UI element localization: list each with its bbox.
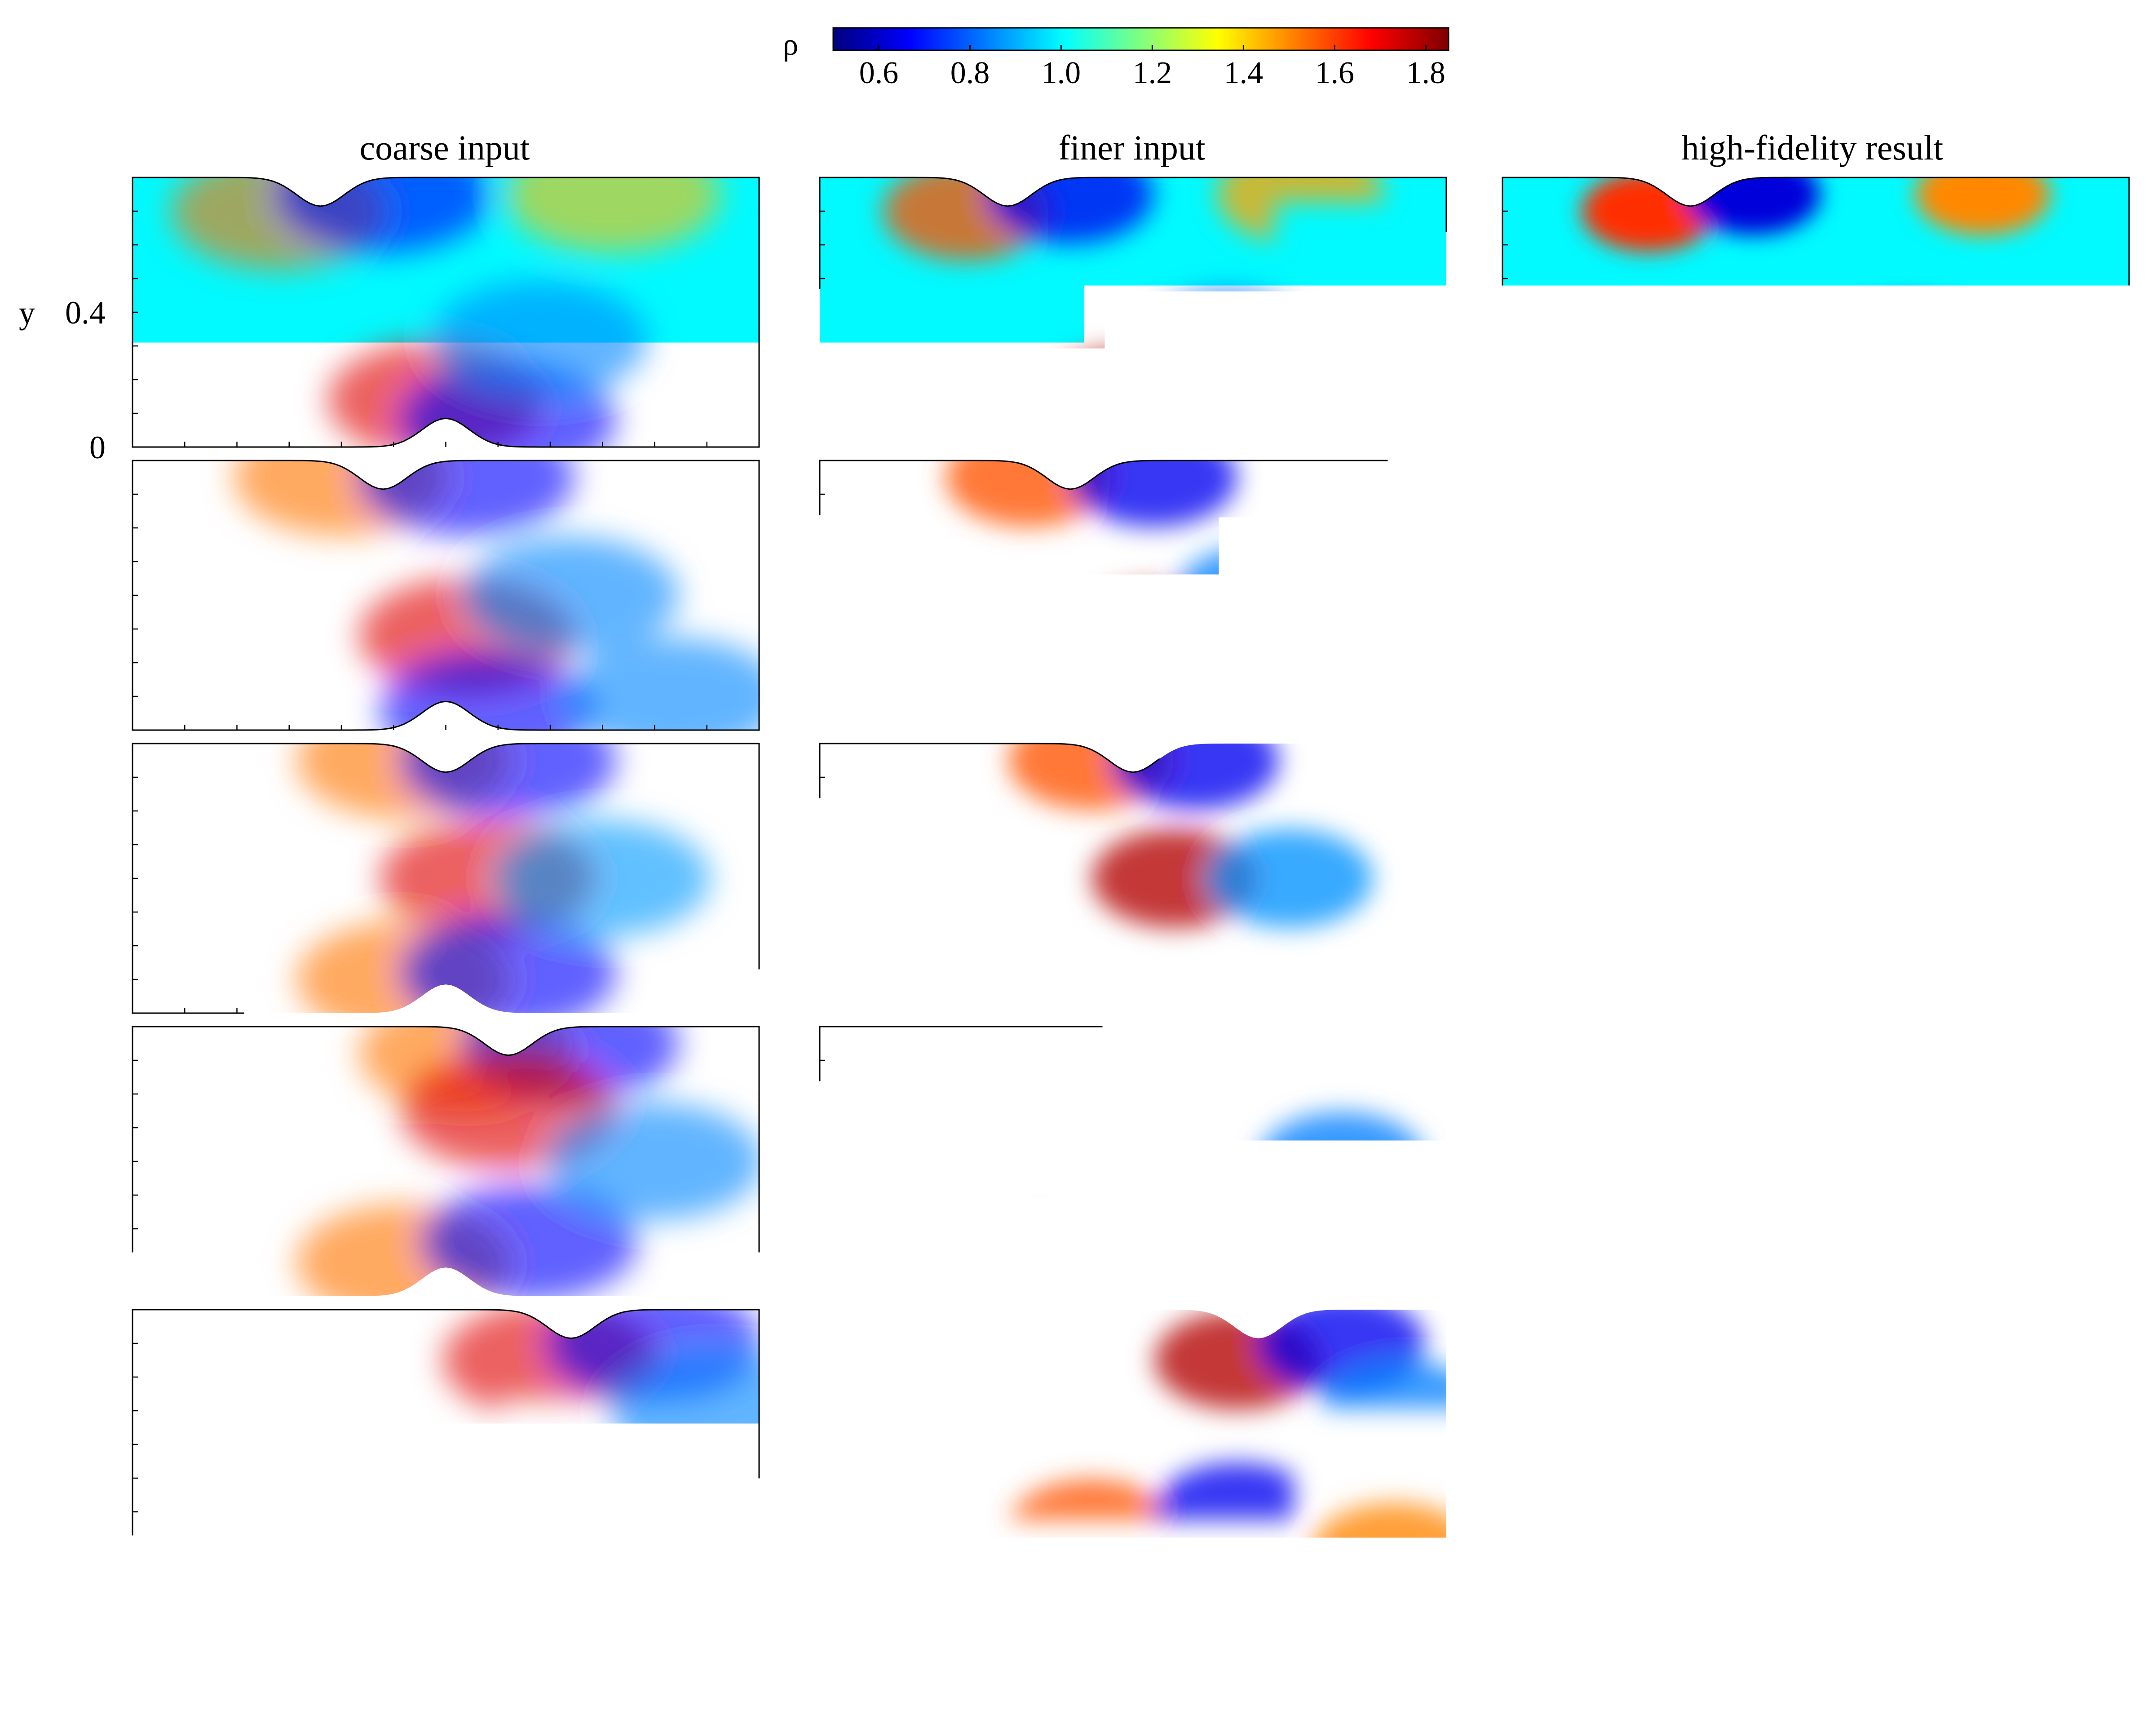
y-axis-label: y: [19, 578, 35, 614]
density-feature: [1769, 437, 1904, 518]
density-feature: [1811, 1071, 1946, 1152]
density-feature: [464, 537, 679, 654]
x-axis-label: x: [1808, 1627, 1824, 1663]
y-tick-label: 0.4: [65, 295, 106, 331]
density-feature: [1707, 1488, 1842, 1569]
colorbar-gradient: [833, 28, 1449, 50]
density-feature: [1321, 1361, 1488, 1460]
y-axis-label: y: [19, 1144, 35, 1180]
column-title-finer: finer input: [1058, 128, 1205, 167]
density-feature: [1175, 546, 1342, 645]
panel-3-3: [1502, 720, 2129, 1020]
panel-2-1: [820, 145, 1446, 470]
density-feature: [1134, 1193, 1300, 1292]
panel-1-4: [133, 985, 763, 1321]
density-feature: [599, 1494, 815, 1611]
column-title-coarse: coarse input: [359, 128, 530, 167]
x-axis-label: x: [1125, 1627, 1141, 1663]
panel-2-4: [820, 994, 1446, 1312]
colorbar-ticks: 0.6 0.8 1.0 1.2 1.4 1.6 1.8: [859, 45, 1445, 90]
x-tick-label: -1.0: [212, 1591, 263, 1627]
density-feature: [1874, 555, 2009, 636]
density-feature: [1790, 838, 1925, 919]
density-feature: [1217, 145, 1383, 244]
density-feature: [547, 1103, 763, 1220]
y-tick-label: 0: [89, 996, 106, 1032]
colorbar-label: ρ: [783, 27, 799, 62]
colorbar-tick-label: 1.2: [1133, 56, 1172, 90]
y-tick-label: 0: [89, 430, 106, 465]
density-feature: [1905, 838, 2040, 919]
density-feature: [1957, 1121, 2092, 1202]
colorbar-tick-label: 1.8: [1406, 56, 1446, 90]
density-feature: [1644, 437, 1779, 518]
panel-2-5: [820, 1294, 1488, 1602]
panel-grid: [133, 136, 2155, 1611]
density-feature: [1154, 1462, 1321, 1561]
y-axis-label: y: [19, 1427, 35, 1463]
panel-2-2: [820, 428, 1446, 760]
colorbar-tick-label: 1.0: [1042, 56, 1081, 90]
x-tick-label: 0: [1808, 1591, 1824, 1627]
density-feature: [1853, 1471, 1988, 1552]
density-feature: [495, 820, 710, 937]
panel-3-2: [1502, 437, 2129, 751]
column-title-high-fidelity: high-fidelity result: [1682, 128, 1944, 167]
y-tick-label: 0.4: [65, 578, 106, 614]
colorbar-tick-label: 1.6: [1315, 56, 1355, 90]
y-tick-label: 0: [89, 1562, 106, 1598]
density-feature: [432, 281, 648, 398]
density-feature: [1811, 720, 1946, 801]
density-feature: [1707, 720, 1842, 801]
density-feature: [1008, 1479, 1175, 1578]
density-feature: [1842, 299, 1977, 380]
density-feature: [610, 1352, 825, 1469]
density-feature: [1790, 669, 1925, 750]
density-feature: [2010, 1512, 2144, 1593]
panel-3-1: [1502, 154, 2129, 461]
density-feature: [1259, 1112, 1425, 1211]
density-feature: [1832, 1202, 1967, 1283]
density-feature: [1144, 290, 1310, 389]
density-feature: [1113, 1062, 1279, 1160]
density-feature: [1811, 380, 1946, 461]
density-feature: [1978, 656, 2113, 737]
x-tick-label: 1.0: [635, 1591, 675, 1627]
y-axis-label: y: [19, 295, 35, 331]
x-tick-label: -1.0: [899, 1591, 950, 1627]
colorbar: ρ 0.6 0.8 1.0 1.2 1.4 1.6 1.8: [783, 27, 1449, 90]
panel-1-3: [133, 702, 759, 1038]
density-feature: [1206, 829, 1373, 928]
y-tick-label: 0: [89, 713, 106, 748]
density-feature: [505, 136, 721, 253]
x-tick-label: -1.0: [1582, 1591, 1633, 1627]
y-tick-label: 0.4: [65, 861, 106, 897]
x-tick-label: 1.0: [1322, 1591, 1362, 1627]
colorbar-tick-label: 0.6: [859, 56, 899, 90]
colorbar-tick-label: 1.4: [1224, 56, 1264, 90]
panel-2-3: [820, 711, 1446, 1029]
density-feature: [568, 638, 783, 755]
density-feature: [1311, 1503, 1477, 1602]
density-feature: [1811, 932, 1946, 1013]
density-feature: [2020, 1370, 2155, 1451]
x-tick-label: 1.0: [2005, 1591, 2045, 1627]
colorbar-tick-label: 0.8: [950, 56, 990, 90]
panel-1-1: [133, 136, 759, 479]
density-feature: [1113, 923, 1279, 1022]
y-tick-label: 0.4: [65, 1144, 106, 1180]
y-axis-label: y: [19, 861, 35, 897]
x-tick-label: 0: [438, 1591, 454, 1627]
y-tick-label: 0.4: [65, 1427, 106, 1463]
x-axis-label: x: [438, 1627, 454, 1663]
x-tick-label: 0: [1125, 1591, 1141, 1627]
y-tick-label: 0: [89, 1279, 106, 1315]
density-feature: [1280, 647, 1446, 746]
panel-1-5: [133, 1285, 825, 1611]
panel-1-2: [133, 419, 783, 769]
panel-3-4: [1502, 1003, 2129, 1303]
panel-3-5: [1502, 1303, 2155, 1593]
